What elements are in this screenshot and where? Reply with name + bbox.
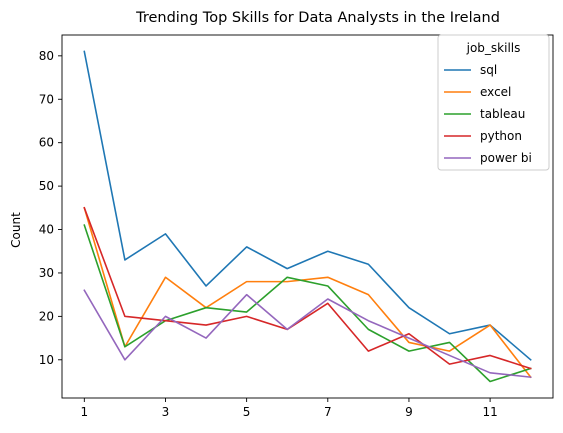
legend-label-python: python bbox=[480, 129, 522, 143]
legend-box bbox=[437, 34, 550, 171]
y-tick-label: 70 bbox=[39, 92, 54, 106]
y-tick-label: 60 bbox=[39, 136, 54, 150]
x-tick-label: 7 bbox=[324, 405, 332, 419]
series-layer bbox=[83, 50, 532, 383]
legend-label-excel: excel bbox=[480, 85, 511, 99]
plot-frame bbox=[61, 34, 554, 399]
y-tick-label: 10 bbox=[39, 353, 54, 367]
y-tick-label: 20 bbox=[39, 309, 54, 323]
series-line-tableau bbox=[83, 224, 532, 383]
chart-title: Trending Top Skills for Data Analysts in… bbox=[135, 10, 500, 26]
series-line-power-bi bbox=[83, 289, 532, 379]
legend-label-sql: sql bbox=[480, 63, 497, 77]
legend-items: sql excel tableau python power bi bbox=[444, 63, 532, 165]
x-tick-label: 9 bbox=[405, 405, 413, 419]
y-axis-label: Count bbox=[9, 212, 23, 248]
legend-label-power-bi: power bi bbox=[480, 151, 532, 165]
y-tick-label: 30 bbox=[39, 266, 54, 280]
y-tick-label: 80 bbox=[39, 49, 54, 63]
legend: job_skills sql excel tableau python power bi bbox=[437, 34, 550, 171]
series-line-python bbox=[83, 206, 532, 370]
y-tick-label: 40 bbox=[39, 223, 54, 237]
legend-label-tableau: tableau bbox=[480, 107, 525, 121]
y-tick-label: 50 bbox=[39, 179, 54, 193]
x-tick-label: 5 bbox=[243, 405, 251, 419]
x-tick-label: 1 bbox=[80, 405, 88, 419]
series-line-excel bbox=[83, 206, 532, 379]
x-tick-label: 11 bbox=[482, 405, 497, 419]
x-tick-label: 3 bbox=[162, 405, 170, 419]
series-line-sql bbox=[83, 50, 532, 361]
x-axis-ticks: 1 3 5 7 9 11 bbox=[80, 398, 498, 419]
legend-title: job_skills bbox=[466, 41, 521, 55]
y-axis-ticks: 10 20 30 40 50 60 70 80 bbox=[39, 49, 62, 367]
